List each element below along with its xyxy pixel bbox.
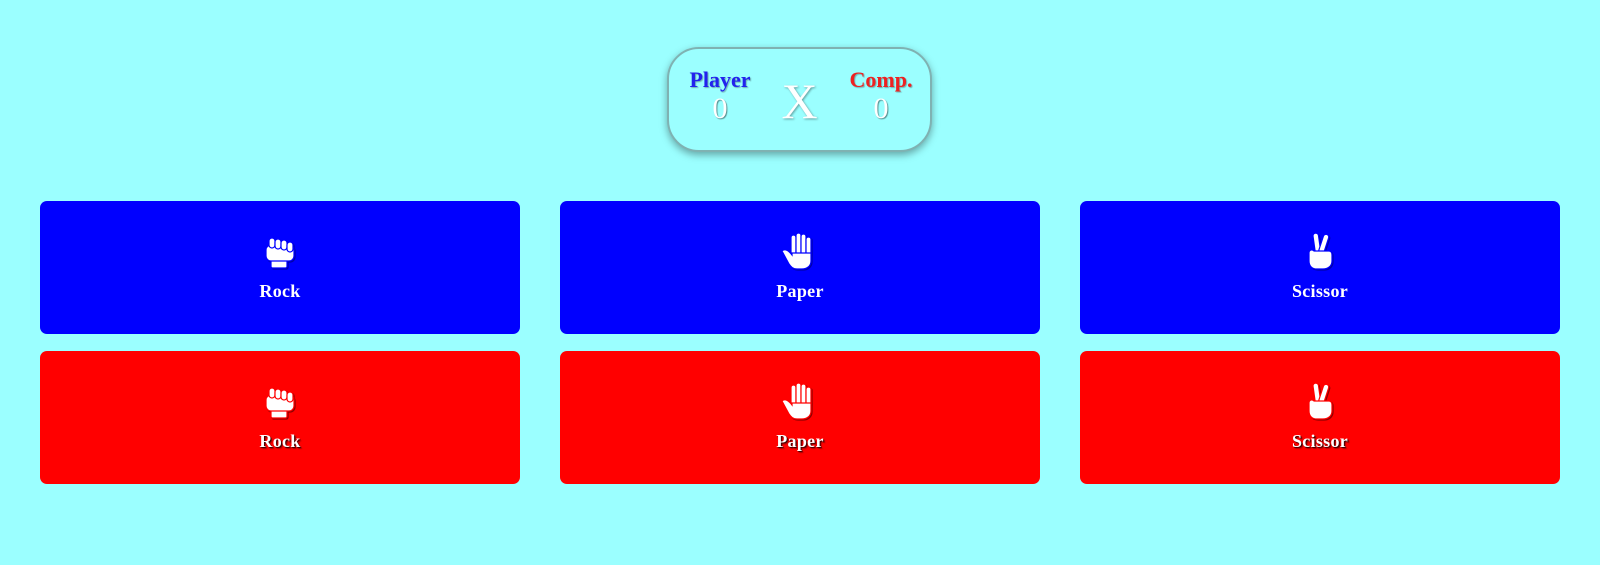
- computer-score-panel: Comp. 0: [836, 67, 926, 125]
- computer-label: Comp.: [849, 67, 913, 92]
- computer-scissor-button[interactable]: Scissor: [1080, 351, 1560, 484]
- computer-rock-label: Rock: [259, 431, 301, 451]
- player-label: Player: [689, 67, 751, 92]
- fist-icon: [265, 237, 295, 269]
- victory-hand-icon: [1308, 382, 1333, 420]
- open-hand-icon: [781, 232, 812, 270]
- player-rock-button[interactable]: Rock: [40, 201, 520, 334]
- computer-score: 0: [873, 92, 889, 125]
- player-rock-label: Rock: [259, 281, 301, 301]
- scoreboard: Player 0 X Comp. 0: [667, 47, 932, 152]
- player-scissor-button[interactable]: Scissor: [1080, 201, 1560, 334]
- versus-mark: X: [781, 73, 818, 129]
- computer-scissor-label: Scissor: [1291, 431, 1349, 451]
- open-hand-icon: [781, 382, 812, 420]
- computer-paper-button[interactable]: Paper: [560, 351, 1040, 484]
- player-paper-label: Paper: [776, 281, 824, 301]
- fist-icon: [265, 387, 295, 419]
- player-score-panel: Player 0: [675, 67, 765, 125]
- player-scissor-label: Scissor: [1291, 281, 1349, 301]
- computer-rock-button[interactable]: Rock: [40, 351, 520, 484]
- computer-paper-label: Paper: [776, 431, 824, 451]
- victory-hand-icon: [1308, 232, 1333, 270]
- player-paper-button[interactable]: Paper: [560, 201, 1040, 334]
- player-score: 0: [712, 92, 728, 125]
